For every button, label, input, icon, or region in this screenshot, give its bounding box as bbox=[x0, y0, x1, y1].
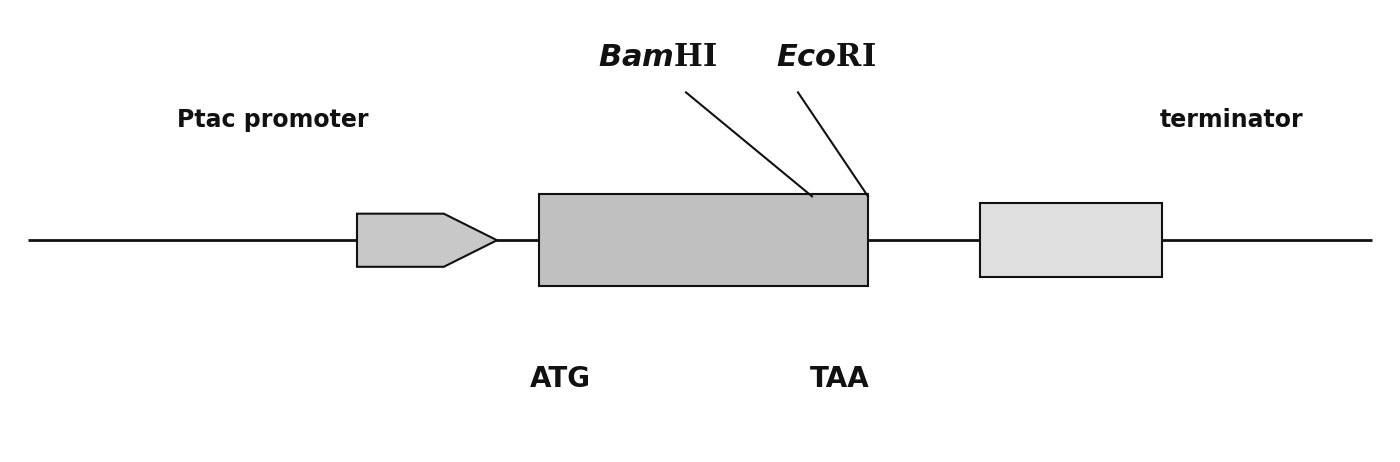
Text: $\bfit{Bam}$HI: $\bfit{Bam}$HI bbox=[598, 42, 718, 73]
Bar bbox=[539, 194, 868, 286]
Text: terminator: terminator bbox=[1161, 108, 1303, 132]
Bar bbox=[980, 203, 1162, 277]
Text: ATG: ATG bbox=[529, 365, 591, 393]
Polygon shape bbox=[357, 213, 497, 267]
Text: TAA: TAA bbox=[811, 365, 869, 393]
Text: $\bfit{Eco}$RI: $\bfit{Eco}$RI bbox=[776, 42, 876, 73]
Text: Ptac promoter: Ptac promoter bbox=[178, 108, 368, 132]
